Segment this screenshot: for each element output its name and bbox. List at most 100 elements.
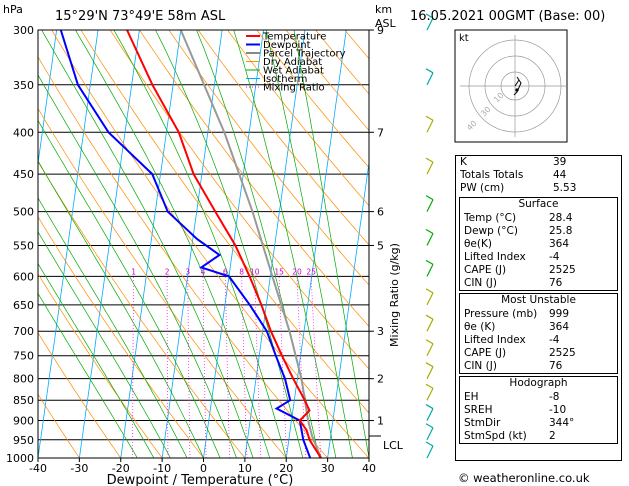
wind-barb [426, 119, 434, 133]
mixing-ratio-label: 3 [185, 267, 190, 276]
mixing-ratio-line [310, 276, 322, 458]
x-tick-label: -40 [29, 462, 47, 475]
pressure-tick-label: 800 [13, 373, 34, 386]
wet-adiabat [75, 30, 271, 458]
wind-barb-flag [425, 288, 434, 294]
isotherm [285, 30, 347, 458]
lcl-label: LCL [383, 439, 404, 452]
pressure-tick-label: 900 [13, 415, 34, 428]
pressure-tick-label: 400 [13, 126, 34, 139]
mixing-ratio-line [278, 276, 288, 458]
wet-adiabat [38, 197, 188, 458]
wind-barb-flag [425, 423, 434, 429]
wet-adiabat [113, 30, 287, 458]
km-tick-label: 5 [377, 239, 384, 252]
wind-barb [426, 161, 434, 175]
mixing-ratio-label: 15 [274, 267, 284, 276]
dewpoint-profile [59, 30, 312, 458]
datetime-title: 16.05.2021 00GMT (Base: 00) [410, 9, 605, 24]
hodograph-title: Hodograph [509, 377, 568, 389]
pressure-tick-label: 750 [13, 350, 34, 363]
x-tick-label: -20 [112, 462, 130, 475]
pressure-tick-label: 700 [13, 325, 34, 338]
dry-adiabat [109, 30, 369, 370]
mixing-ratio-label: 4 [201, 267, 206, 276]
wind-barb [426, 318, 434, 332]
isotherm [203, 30, 264, 458]
dry-adiabat [139, 30, 369, 327]
dry-adiabat [38, 107, 287, 458]
isotherm [38, 30, 99, 458]
pressure-tick-label: 1000 [6, 452, 34, 465]
wind-barb [426, 408, 434, 421]
mixing-ratio-label: 8 [239, 267, 244, 276]
dry-adiabat [227, 30, 369, 207]
wet-adiabat [293, 30, 369, 458]
hodograph-section: Hodograph EH -8 SREH -10 StmDir 344° StmSpd… [459, 376, 618, 444]
x-tick-label: 0 [200, 462, 207, 475]
wind-barb-flag [425, 339, 434, 345]
dry-adiabat [51, 30, 369, 458]
km-tick-label: 1 [377, 415, 384, 428]
legend-label: Dry Adiabat [263, 57, 322, 68]
legend-label: Wet Adiabat [263, 66, 324, 77]
wet-adiabat [38, 262, 155, 458]
wet-adiabat [233, 30, 337, 458]
x-tick-label: 30 [321, 462, 335, 475]
mixing-ratio-line [224, 276, 230, 458]
legend-label: Parcel Trajectory [263, 49, 346, 60]
dry-adiabat [38, 273, 163, 458]
wind-barb [426, 292, 434, 306]
index-row: K 39 [460, 156, 567, 168]
wind-barb [426, 199, 434, 212]
km-tick-label: 2 [377, 373, 384, 386]
pressure-tick-label: 450 [13, 168, 34, 181]
isotherm [327, 159, 369, 458]
dry-adiabat [38, 216, 204, 458]
mixing-ratio-line [241, 276, 248, 458]
wind-barb-flag [425, 383, 434, 389]
dry-adiabat [256, 30, 369, 169]
mixing-ratio-line [132, 276, 134, 458]
dry-adiabat [38, 161, 246, 458]
wind-barb-flag [425, 13, 434, 19]
wind-barb-flag [425, 157, 434, 163]
x-axis-label: Dewpoint / Temperature (°C) [107, 473, 294, 486]
wind-barb-flag [425, 195, 434, 201]
x-tick-label: 40 [362, 462, 376, 475]
pressure-tick-label: 350 [13, 79, 34, 92]
wet-adiabat [38, 160, 204, 458]
wind-barb [426, 445, 434, 459]
mixing-ratio-label: 25 [306, 267, 316, 276]
isotherm [120, 30, 182, 458]
wet-adiabat [38, 74, 237, 458]
copyright: © weatheronline.co.uk [458, 471, 590, 485]
hodograph-unit: kt [459, 33, 469, 44]
km-tick-label: 3 [377, 325, 384, 338]
x-tick-label: 20 [279, 462, 293, 475]
isotherm [79, 30, 140, 458]
index-row: Totals Totals 44 [460, 169, 567, 181]
hodograph: kt 10 30 40 [454, 29, 568, 143]
indices-table: K 39 Totals Totals 44 PW (cm) 5.53 Surface … [455, 155, 622, 461]
wet-adiabat [265, 30, 353, 458]
isotherm [161, 30, 223, 458]
pressure-tick-label: 950 [13, 434, 34, 447]
pressure-tick-label: 300 [13, 24, 34, 37]
wind-barb [426, 233, 434, 246]
pressure-tick-label: 550 [13, 239, 34, 252]
pressure-tick-label: 600 [13, 270, 34, 283]
storm-motion-marker [515, 88, 519, 92]
isotherm [38, 30, 57, 166]
legend-label: Mixing Ratio [263, 83, 325, 94]
mixing-ratio-line [202, 276, 207, 458]
dry-adiabat [197, 30, 369, 246]
x-tick-label: -10 [153, 462, 171, 475]
wind-barb [426, 72, 434, 86]
dry-adiabat [38, 332, 121, 458]
location-title: 15°29'N 73°49'E 58m ASL [55, 9, 226, 24]
mixing-ratio-label: 2 [165, 267, 170, 276]
wet-adiabat [38, 292, 138, 458]
parcel-trajectory [179, 30, 322, 458]
